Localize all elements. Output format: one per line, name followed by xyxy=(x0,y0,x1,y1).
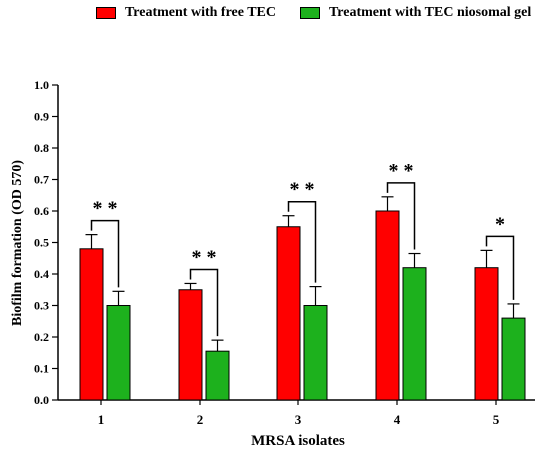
significance-bracket xyxy=(485,235,515,300)
bar-niosomal-gel xyxy=(402,267,427,401)
y-tick-label: 0.5 xyxy=(34,236,49,250)
y-tick-label: 0.8 xyxy=(34,141,49,155)
y-tick-label: 1.0 xyxy=(34,78,49,92)
y-axis-title: Biofilm formation (OD 570) xyxy=(10,160,25,326)
significance-label: * * xyxy=(93,198,118,220)
legend-swatch-niosomal-gel xyxy=(300,7,320,19)
y-tick-label: 0.6 xyxy=(34,204,49,218)
legend-label-free-tec: Treatment with free TEC xyxy=(125,5,276,20)
y-tick-label: 0.3 xyxy=(34,299,49,313)
bar-niosomal-gel xyxy=(303,305,328,401)
y-tick-label: 0.0 xyxy=(34,393,49,407)
x-axis-title: MRSA isolates xyxy=(251,433,345,449)
bar-free-tec xyxy=(79,248,104,401)
significance-label: * * xyxy=(290,179,315,201)
significance-label: * * xyxy=(192,246,217,268)
y-tick-label: 0.7 xyxy=(34,173,49,187)
chart-legend: Treatment with free TEC Treatment with T… xyxy=(0,5,550,25)
significance-bracket xyxy=(189,268,219,337)
bar-free-tec xyxy=(375,210,400,401)
significance-label: * * xyxy=(389,160,414,182)
bar-free-tec xyxy=(276,226,301,401)
bar-niosomal-gel xyxy=(106,305,131,401)
y-tick-label: 0.9 xyxy=(34,110,49,124)
bar-niosomal-gel xyxy=(205,350,230,401)
y-tick-label: 0.4 xyxy=(34,267,49,281)
x-tick-label: 4 xyxy=(394,412,401,427)
significance-label: * xyxy=(495,213,505,235)
x-tick-label: 1 xyxy=(98,412,105,427)
x-tick-label: 3 xyxy=(295,412,302,427)
y-tick-label: 0.1 xyxy=(34,362,49,376)
legend-label-niosomal-gel: Treatment with TEC niosomal gel xyxy=(329,5,532,20)
legend-swatch-free-tec xyxy=(96,7,116,19)
bar-niosomal-gel xyxy=(501,317,526,401)
legend-item-free-tec: Treatment with free TEC xyxy=(96,5,276,21)
x-tick-label: 2 xyxy=(197,412,204,427)
bar-free-tec xyxy=(178,289,203,401)
significance-bracket xyxy=(90,219,120,288)
significance-bracket xyxy=(287,200,317,283)
y-tick-label: 0.2 xyxy=(34,330,49,344)
legend-item-niosomal-gel: Treatment with TEC niosomal gel xyxy=(300,5,531,21)
x-tick-label: 5 xyxy=(493,412,500,427)
significance-bracket xyxy=(386,182,416,250)
bar-free-tec xyxy=(474,267,499,401)
